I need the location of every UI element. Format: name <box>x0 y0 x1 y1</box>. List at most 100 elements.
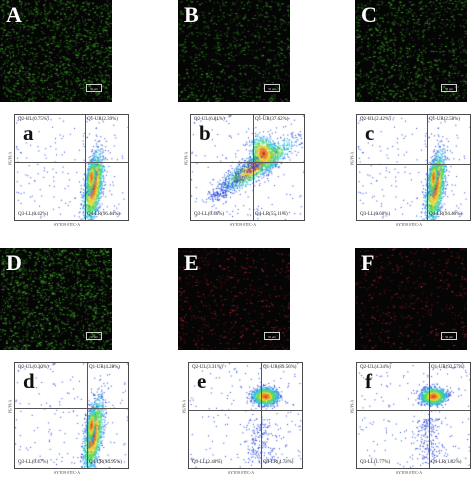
quadrant-vline <box>253 115 254 220</box>
quadrant-hline <box>189 410 302 411</box>
plot-letter: d <box>23 369 35 393</box>
x-axis-label: SYTO9 FITC-A <box>395 222 423 227</box>
quadrant-vline <box>427 115 428 220</box>
scale-label: 50 μm <box>90 87 98 91</box>
q3-label: Q3-LL(2.40%) <box>192 460 223 465</box>
quadrant-hline <box>357 410 470 411</box>
scatter-points <box>15 115 128 220</box>
scale-label: 50 μm <box>268 335 276 339</box>
micrograph-a: A 50 μm <box>0 0 112 102</box>
panel-letter: C <box>361 2 377 27</box>
scale-label: 50 μm <box>445 335 453 339</box>
scatter-points <box>357 363 470 468</box>
plot-letter: e <box>197 369 207 393</box>
micrograph-b: B 50 μm <box>178 0 290 102</box>
q1-label: Q1-UR(4.28%) <box>89 365 120 370</box>
plot-letter: a <box>23 121 34 145</box>
plot-area: Q2-UL(2.42%) Q1-UR(2.58%) Q3-LL(0.60%) Q… <box>356 114 471 221</box>
scale-label: 50 μm <box>445 87 453 91</box>
q2-label: Q2-UL(2.42%) <box>360 117 391 122</box>
panel-letter: D <box>6 250 22 275</box>
flow-plot-a: Q2-UL(0.75%) Q1-UR(2.39%) Q3-LL(0.42%) Q… <box>4 106 130 234</box>
panel-letter: B <box>184 2 199 27</box>
quadrant-vline <box>87 363 88 468</box>
flow-plot-b: Q2-UL(6.81%) Q1-UR(37.62%) Q3-LL(0.46%) … <box>180 106 306 234</box>
q3-label: Q3-LL(0.46%) <box>194 212 225 217</box>
q4-label: Q4-LR(94.95%) <box>89 460 122 465</box>
scale-bar <box>441 84 457 92</box>
micrograph-image <box>355 248 467 350</box>
micrograph-c: C 50 μm <box>355 0 467 102</box>
y-axis-label: PE/PI-A <box>349 399 355 414</box>
q1-label: Q1-UR(37.62%) <box>255 117 289 122</box>
quadrant-vline <box>429 363 430 468</box>
flow-plot-e: Q2-UL(3.31%) Q1-UR(89.56%) Q3-LL(2.40%) … <box>178 354 304 482</box>
panel-letter: F <box>361 250 375 275</box>
scatter-points <box>15 363 128 468</box>
q3-label: Q3-LL(0.42%) <box>18 212 49 217</box>
plot-area: Q2-UL(0.75%) Q1-UR(2.39%) Q3-LL(0.42%) Q… <box>14 114 129 221</box>
x-axis-label: SYTO9 FITC-A <box>53 222 81 227</box>
scale-bar <box>86 84 102 92</box>
y-axis-label: PE/PI-A <box>7 151 13 166</box>
y-axis-label: PE/PI-A <box>349 151 355 166</box>
q4-label: Q4-LR(94.40%) <box>429 212 462 217</box>
flow-plot-c: Q2-UL(2.42%) Q1-UR(2.58%) Q3-LL(0.60%) Q… <box>346 106 472 234</box>
scatter-points <box>357 115 470 220</box>
x-axis-label: SYTO9 FITC-A <box>395 470 423 475</box>
q4-label: Q4-LR(55.11%) <box>255 212 288 217</box>
plot-letter: c <box>365 121 375 145</box>
q3-label: Q3-LL(1.77%) <box>360 460 391 465</box>
micrograph-image <box>178 0 290 102</box>
plot-area: Q2-UL(6.81%) Q1-UR(37.62%) Q3-LL(0.46%) … <box>190 114 305 221</box>
flow-plot-f: Q2-UL(4.34%) Q1-UR(92.57%) Q3-LL(1.77%) … <box>346 354 472 482</box>
scatter-points <box>191 115 304 220</box>
q2-label: Q2-UL(4.34%) <box>360 365 391 370</box>
x-axis-label: SYTO9 FITC-A <box>53 470 81 475</box>
q3-label: Q3-LL(0.47%) <box>18 460 49 465</box>
panel-letter: A <box>6 2 22 27</box>
flow-plot-d: Q2-UL(0.30%) Q1-UR(4.28%) Q3-LL(0.47%) Q… <box>4 354 130 482</box>
y-axis-label: PE/PI-A <box>7 399 13 414</box>
micrograph-d: D 50 μm <box>0 248 112 350</box>
micrograph-image <box>0 248 112 350</box>
q2-label: Q2-UL(3.31%) <box>192 365 223 370</box>
scale-label: 50 μm <box>90 335 98 339</box>
y-axis-label: PE/PI-A <box>183 151 189 166</box>
plot-letter: f <box>365 369 372 393</box>
plot-letter: b <box>199 121 211 145</box>
q4-label: Q4-LR(96.44%) <box>87 212 120 217</box>
micrograph-image <box>355 0 467 102</box>
panel-letter: E <box>184 250 199 275</box>
scatter-points <box>189 363 302 468</box>
q3-label: Q3-LL(0.60%) <box>360 212 391 217</box>
q1-label: Q1-UR(92.57%) <box>431 365 465 370</box>
q1-label: Q1-UR(2.39%) <box>87 117 118 122</box>
q2-label: Q2-UL(0.30%) <box>18 365 49 370</box>
scale-bar <box>264 84 280 92</box>
quadrant-vline <box>261 363 262 468</box>
q1-label: Q1-UR(89.56%) <box>263 365 297 370</box>
scale-bar <box>86 332 102 340</box>
quadrant-vline <box>85 115 86 220</box>
quadrant-hline <box>357 164 470 165</box>
q4-label: Q4-LR(4.73%) <box>263 460 294 465</box>
micrograph-f: F 50 μm <box>355 248 467 350</box>
scale-label: 50 μm <box>268 87 276 91</box>
q2-label: Q2-UL(0.75%) <box>18 117 49 122</box>
quadrant-hline <box>15 162 128 163</box>
plot-area: Q2-UL(4.34%) Q1-UR(92.57%) Q3-LL(1.77%) … <box>356 362 471 469</box>
micrograph-image <box>178 248 290 350</box>
q2-label: Q2-UL(6.81%) <box>194 117 225 122</box>
x-axis-label: SYTO9 FITC-A <box>229 222 257 227</box>
plot-area: Q2-UL(3.31%) Q1-UR(89.56%) Q3-LL(2.40%) … <box>188 362 303 469</box>
quadrant-hline <box>15 408 128 409</box>
quadrant-hline <box>191 162 304 163</box>
plot-area: Q2-UL(0.30%) Q1-UR(4.28%) Q3-LL(0.47%) Q… <box>14 362 129 469</box>
y-axis-label: PE/PI-A <box>181 399 187 414</box>
micrograph-e: E 50 μm <box>178 248 290 350</box>
q1-label: Q1-UR(2.58%) <box>429 117 460 122</box>
x-axis-label: SYTO9 FITC-A <box>227 470 255 475</box>
q4-label: Q4-LR(1.32%) <box>431 460 462 465</box>
micrograph-image <box>0 0 112 102</box>
